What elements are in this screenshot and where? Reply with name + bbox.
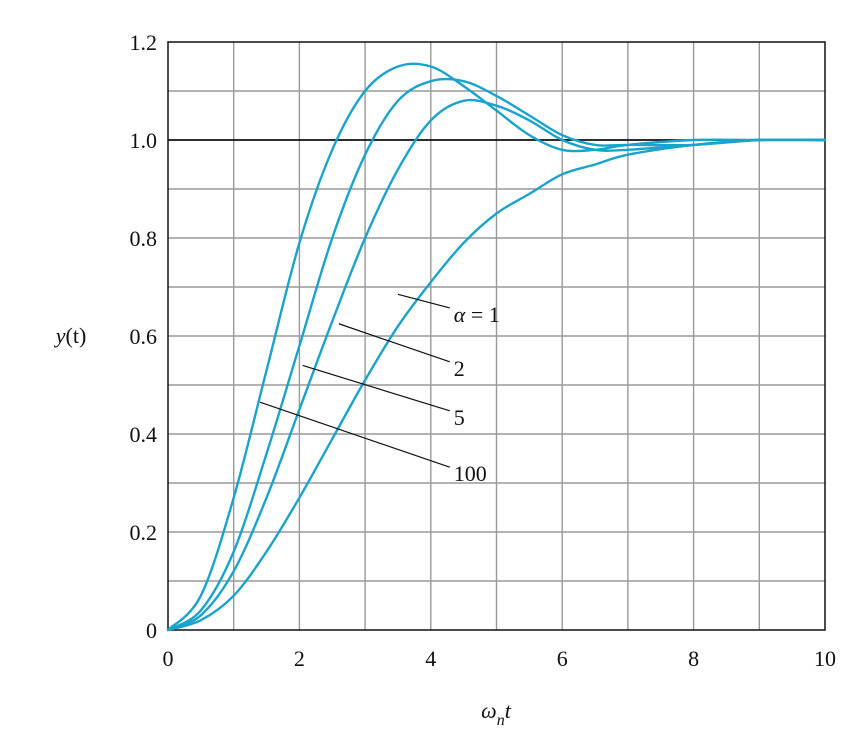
series-group <box>166 62 827 632</box>
x-tick-label: 10 <box>814 646 836 671</box>
annotation-label-0: α = 1 <box>454 302 500 327</box>
x-tick-label: 0 <box>163 646 174 671</box>
y-tick-label: 0.4 <box>130 422 158 447</box>
annotation-leader-1 <box>338 323 450 363</box>
y-tick-label: 0.6 <box>130 324 158 349</box>
plot-border <box>167 41 826 631</box>
annotation-label-1: 2 <box>454 356 465 381</box>
x-tick-label: 2 <box>294 646 305 671</box>
series-line-1 <box>166 98 827 632</box>
annotation-label-3: 100 <box>454 461 487 486</box>
y-tick-label: 1.2 <box>130 30 158 55</box>
y-tick-label: 0.8 <box>130 226 158 251</box>
y-tick-label: 0.2 <box>130 520 158 545</box>
annotation-label-2: 5 <box>454 405 465 430</box>
y-axis-label: y(t) <box>54 323 87 348</box>
annotation-leader-2 <box>302 364 450 412</box>
x-tick-label: 6 <box>557 646 568 671</box>
y-tick-label: 1.0 <box>130 128 158 153</box>
annotation-leader-3 <box>259 401 450 468</box>
y-tick-label: 0 <box>146 618 157 643</box>
annotation-leader-0 <box>397 293 450 309</box>
series-line-0 <box>166 138 827 632</box>
grid <box>168 42 825 630</box>
series-line-3 <box>166 62 827 632</box>
x-tick-label: 8 <box>688 646 699 671</box>
annotations: α = 1 2 5 100 <box>259 293 500 486</box>
x-tick-label: 4 <box>425 646 436 671</box>
x-axis-label: ωnt <box>481 698 512 729</box>
